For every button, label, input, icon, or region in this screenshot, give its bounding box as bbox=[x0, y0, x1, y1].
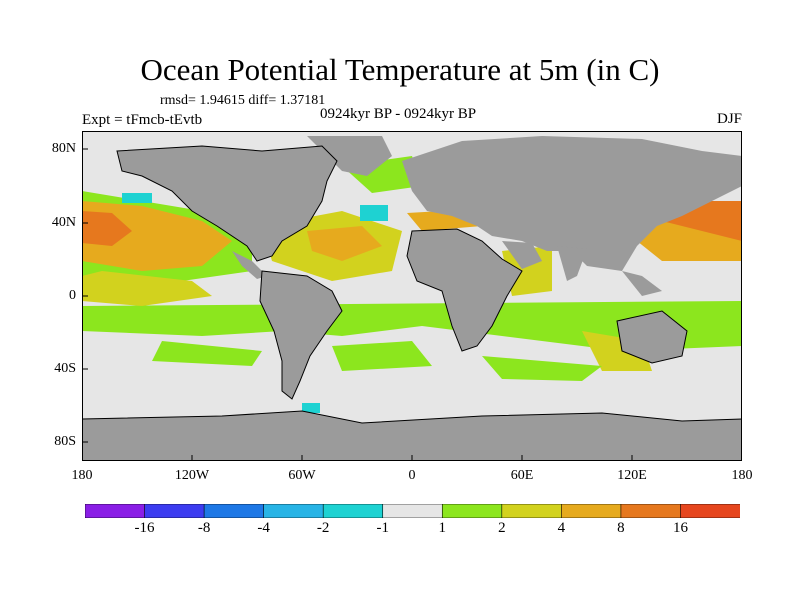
x-tick-label: 180 bbox=[731, 468, 753, 483]
x-tick-label: 120E bbox=[617, 468, 647, 483]
antarctica bbox=[82, 411, 742, 461]
x-tick-label: 60W bbox=[288, 468, 316, 483]
colorbar-swatch bbox=[441, 503, 503, 519]
colorbar-swatch bbox=[144, 503, 205, 519]
arabia bbox=[502, 241, 542, 269]
southeast-asia bbox=[622, 271, 662, 296]
south-america bbox=[260, 271, 342, 399]
colorbar-swatch bbox=[501, 503, 563, 519]
colorbar-label: 16 bbox=[672, 520, 688, 536]
y-tick-label: 0 bbox=[69, 288, 76, 303]
drake-cyan bbox=[302, 403, 320, 413]
world-map bbox=[82, 131, 742, 461]
colorbar-label: 1 bbox=[438, 520, 447, 536]
colorbar-label: 4 bbox=[557, 520, 566, 536]
y-tick-label: 40N bbox=[51, 215, 76, 230]
x-tick-label: 60E bbox=[510, 468, 534, 483]
y-tick-label: 80N bbox=[51, 141, 76, 156]
pacific-cyan bbox=[122, 193, 152, 203]
chart-title: Ocean Potential Temperature at 5m (in C) bbox=[140, 52, 660, 87]
y-tick-label: 40S bbox=[54, 361, 76, 376]
colorbar-label: -4 bbox=[257, 520, 270, 536]
colorbar-swatch bbox=[84, 503, 146, 519]
colorbar-swatch bbox=[203, 503, 265, 519]
y-tick-label: 80S bbox=[54, 434, 76, 449]
labrador-cyan bbox=[360, 205, 388, 221]
tropical-green-belt bbox=[82, 301, 742, 351]
south-pacific-green bbox=[152, 341, 262, 366]
colorbar bbox=[84, 503, 741, 519]
season-label: DJF bbox=[716, 111, 742, 127]
africa bbox=[407, 229, 522, 351]
colorbar-swatch bbox=[680, 503, 741, 519]
colorbar-svg bbox=[84, 503, 741, 519]
colorbar-label: 8 bbox=[617, 520, 625, 536]
x-tick-label: 180 bbox=[71, 468, 93, 483]
x-tick-label: 120W bbox=[174, 468, 210, 483]
colorbar-swatch bbox=[263, 503, 324, 519]
eurasia bbox=[402, 136, 742, 271]
tick-marks bbox=[82, 148, 633, 461]
experiment-label: Expt = tFmcb-tEvtb bbox=[82, 112, 203, 128]
south-atlantic-green bbox=[332, 341, 432, 371]
pacific-yellow bbox=[82, 271, 212, 306]
colorbar-label: -16 bbox=[134, 520, 155, 536]
north-america bbox=[117, 146, 337, 261]
central-america bbox=[232, 251, 267, 279]
period-label: 0924kyr BP - 0924kyr BP bbox=[320, 106, 477, 122]
colorbar-label: -8 bbox=[197, 520, 211, 536]
land-masses bbox=[82, 136, 742, 461]
map-svg bbox=[82, 131, 742, 461]
south-indian-green bbox=[482, 356, 602, 381]
colorbar-swatch bbox=[561, 503, 622, 519]
india bbox=[557, 246, 587, 281]
stats-text: rmsd= 1.94615 diff= 1.37181 bbox=[160, 93, 326, 108]
north-pacific-hot bbox=[82, 211, 132, 246]
colorbar-swatch bbox=[620, 503, 682, 519]
colorbar-label: -1 bbox=[376, 520, 389, 536]
australia bbox=[617, 311, 687, 363]
nw-pacific-warm bbox=[637, 216, 742, 261]
coastlines bbox=[82, 145, 742, 424]
colorbar-swatch bbox=[322, 503, 384, 519]
north-pacific-warm bbox=[82, 201, 232, 271]
x-tick-label: 0 bbox=[408, 468, 416, 483]
colorbar-label: 2 bbox=[498, 520, 506, 536]
north-atlantic-warm bbox=[307, 226, 382, 261]
colorbar-label: -2 bbox=[316, 520, 330, 536]
colorbar-swatch bbox=[382, 503, 444, 519]
greenland bbox=[307, 136, 392, 176]
